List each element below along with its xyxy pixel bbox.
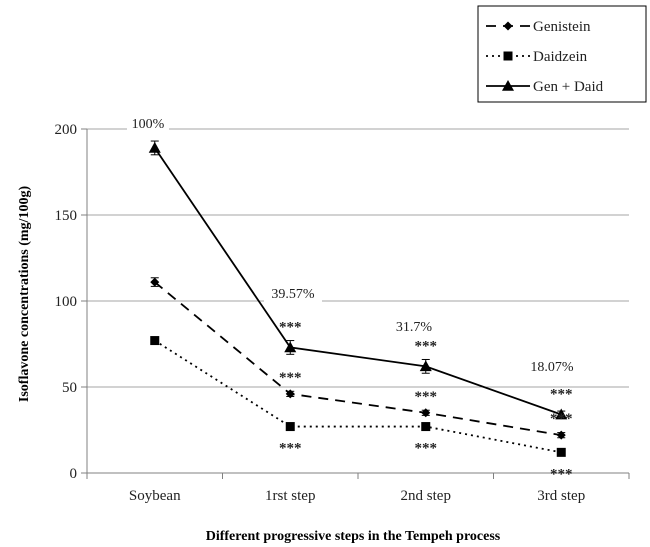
x-tick-label: 2nd step [401, 488, 451, 504]
x-tick-label: 3rd step [537, 488, 585, 504]
x-tick-label: Soybean [129, 488, 181, 504]
percent-label: 31.7% [396, 320, 433, 335]
significance-label: *** [279, 441, 302, 457]
y-tick-label: 0 [70, 466, 78, 482]
data-point [150, 277, 160, 287]
significance-label: *** [550, 387, 573, 403]
data-point [419, 360, 432, 372]
percent-label-bg [523, 356, 581, 375]
percent-label-bg [127, 113, 169, 132]
data-point [285, 422, 295, 432]
y-tick-label: 150 [55, 208, 78, 224]
data-point [555, 408, 568, 420]
percent-label: 100% [132, 117, 165, 132]
gridlines [87, 128, 629, 388]
legend-item: Genistein [486, 19, 591, 35]
series-genistein [150, 277, 566, 440]
significance-label: *** [415, 338, 438, 354]
series-line [154, 147, 562, 416]
legend-label: Genistein [533, 19, 591, 35]
legend-item: Gen + Daid [486, 79, 604, 95]
axes: 0 50 100 150 200 Soybean 1rst step 2nd step 3rd … [55, 122, 630, 504]
legend-label: Daidzein [533, 49, 588, 65]
percent-label: 39.57% [271, 287, 315, 302]
data-point [421, 408, 431, 418]
y-axis-title: Isoflavone concentrations (mg/100g) [17, 186, 32, 403]
data-point [285, 389, 295, 399]
significance-label: *** [550, 466, 573, 482]
data-point [556, 430, 566, 440]
x-axis-title: Different progressive steps in the Tempe… [206, 529, 501, 544]
percent-label-bg [264, 283, 322, 302]
series-gen-daid [148, 140, 568, 420]
legend-label: Gen + Daid [533, 79, 604, 95]
legend-marker [503, 51, 513, 61]
percent-label-bg [389, 316, 439, 335]
legend-marker [502, 80, 514, 91]
y-tick-label: 100 [55, 294, 78, 310]
data-point [421, 422, 431, 432]
significance-label: *** [279, 319, 302, 335]
series-line [154, 339, 562, 454]
significance-label: *** [279, 370, 302, 386]
series-layer [148, 140, 568, 457]
legend-marker [503, 21, 513, 31]
significance-label: *** [415, 441, 438, 457]
data-point [284, 341, 297, 353]
legend-item: Daidzein [486, 49, 588, 65]
series-daidzein [150, 336, 566, 457]
y-tick-label: 200 [55, 122, 78, 138]
significance-label: *** [415, 389, 438, 405]
x-tick-label: 1rst step [265, 488, 315, 504]
legend: Genistein Daidzein Gen + Daid [477, 5, 647, 103]
data-point [556, 447, 566, 457]
percent-label: 18.07% [530, 360, 574, 375]
series-line [154, 281, 562, 437]
data-point [148, 141, 161, 153]
y-tick-label: 50 [62, 380, 77, 396]
annotations: *** *** *** *** *** *** *** *** *** 100% 39.57% 31.… [127, 113, 581, 482]
data-point [150, 336, 160, 346]
significance-label: *** [550, 411, 573, 427]
